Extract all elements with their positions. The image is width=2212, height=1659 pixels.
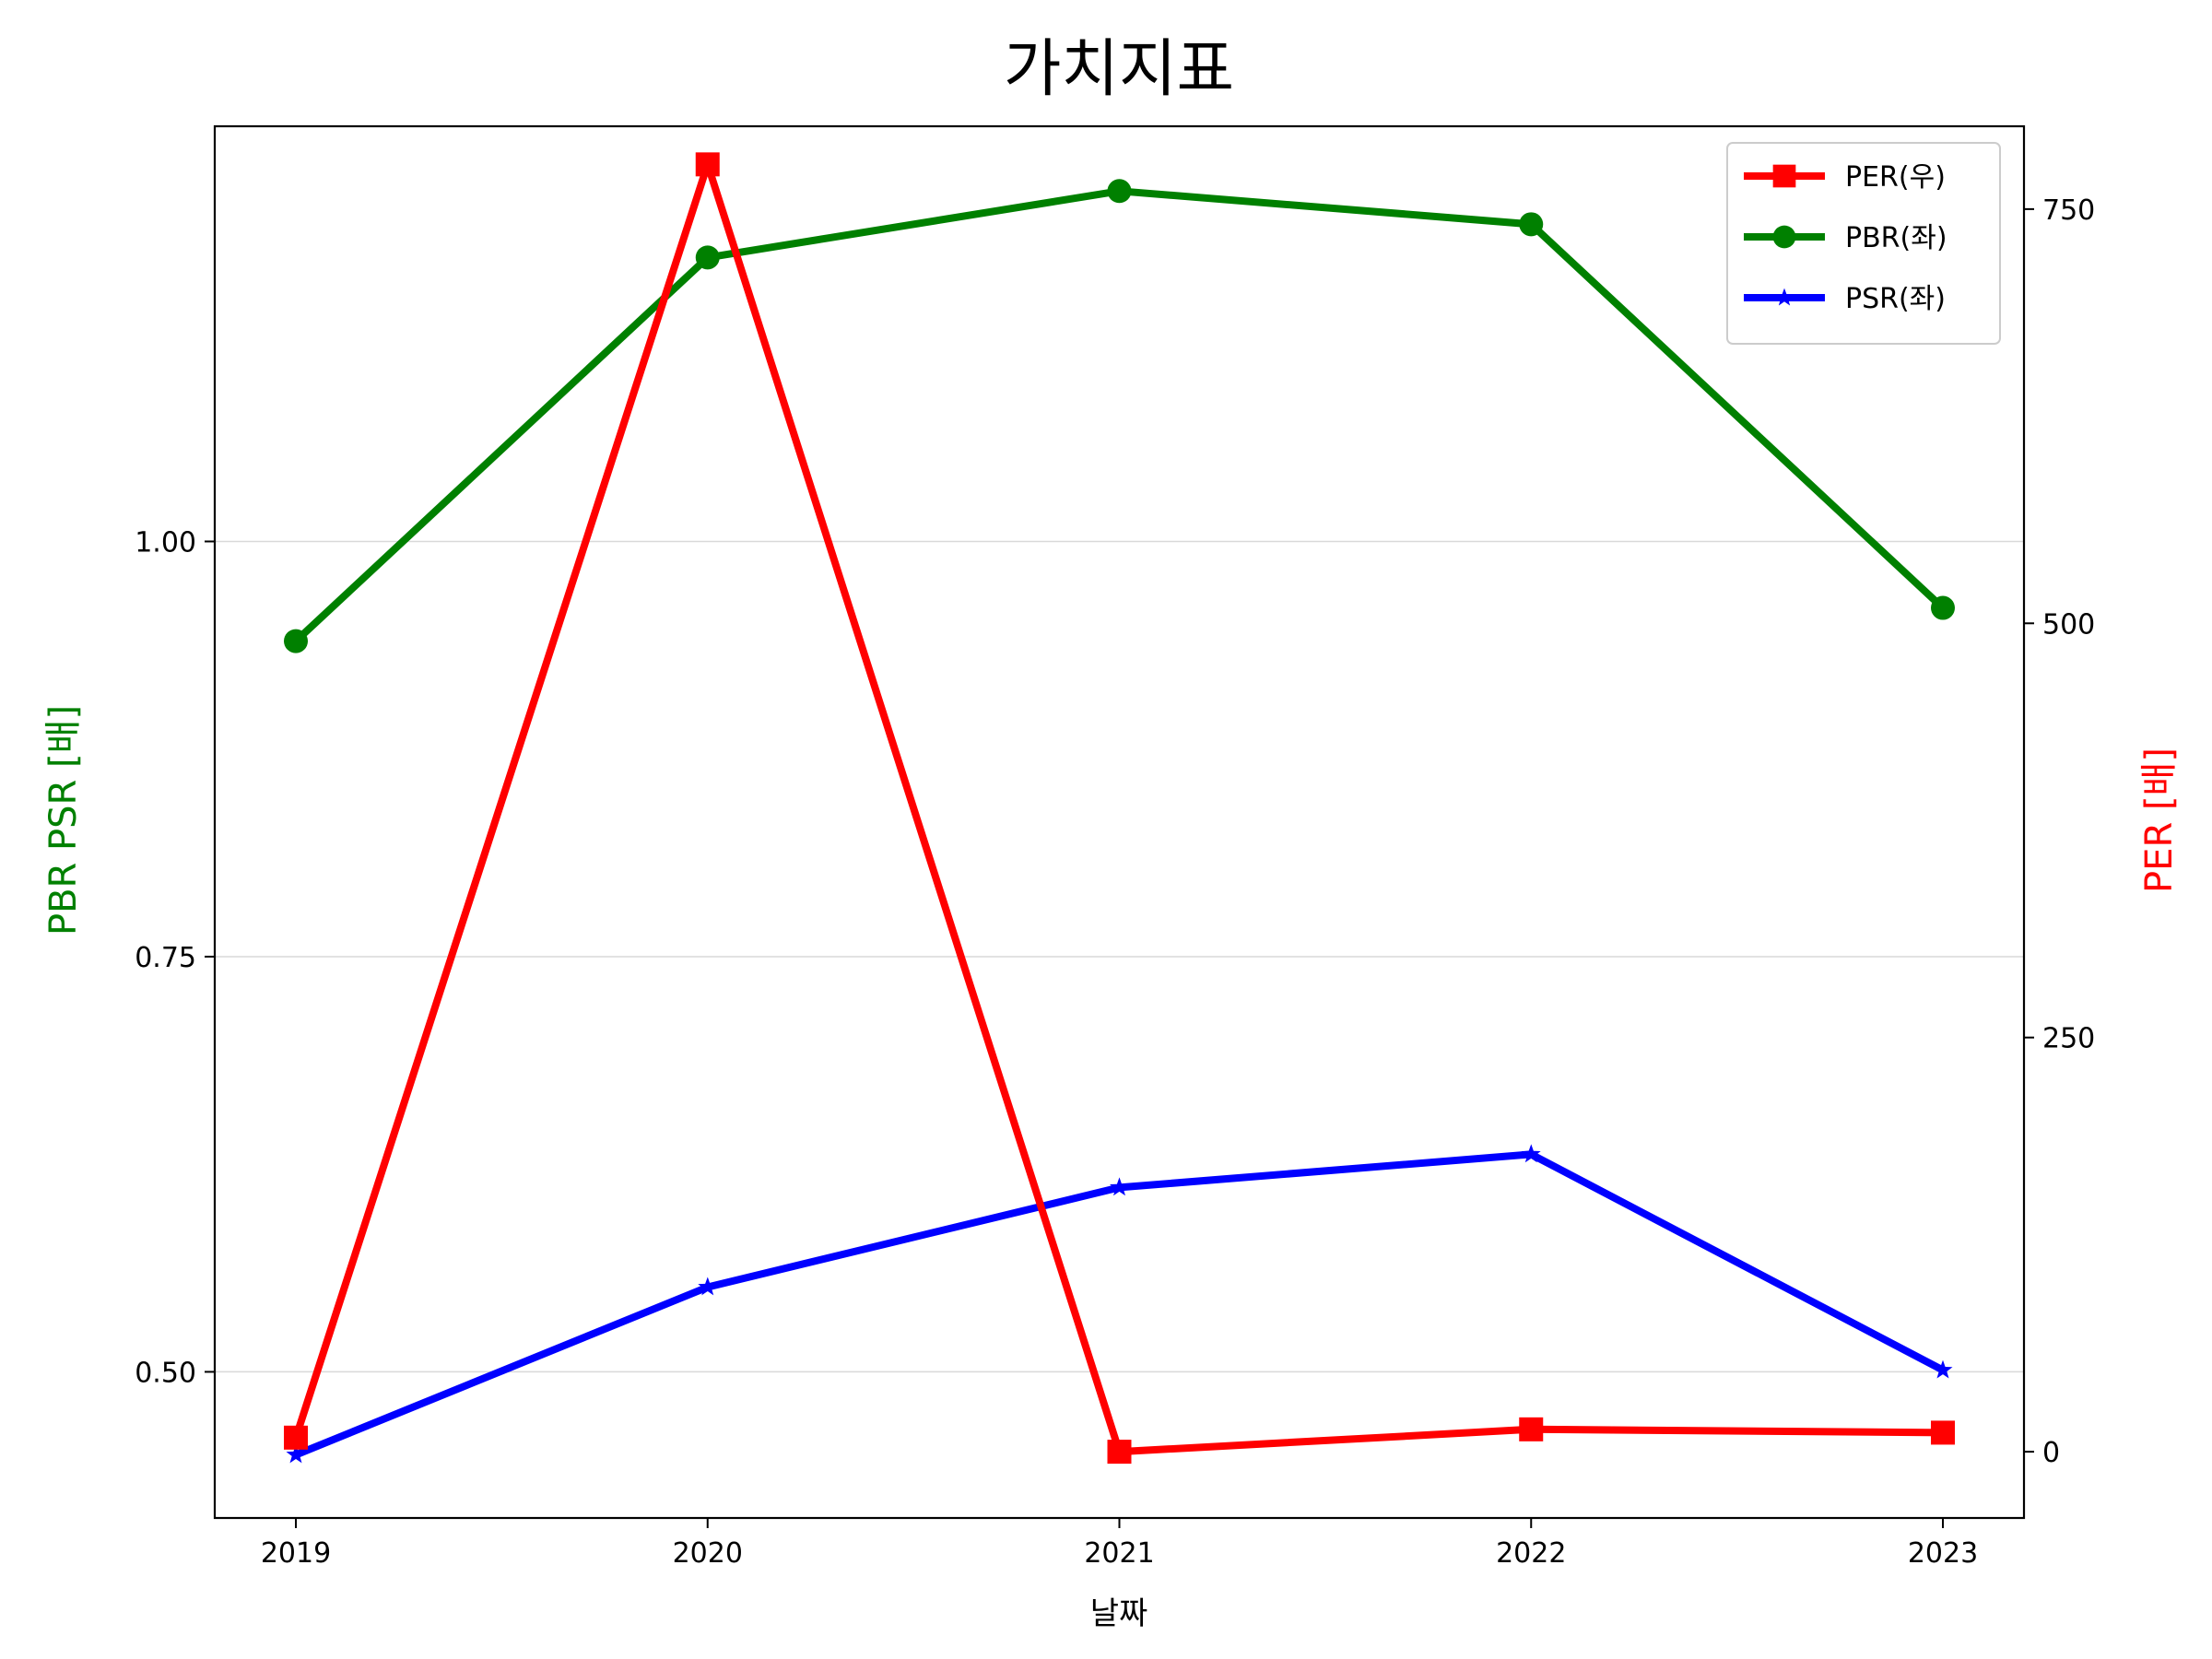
y-axis-left-label: PBR PSR [배] xyxy=(42,705,85,935)
y-axis-left: 0.50 0.75 1.00 xyxy=(135,526,215,1389)
data-point xyxy=(284,629,308,653)
data-point xyxy=(1521,1144,1541,1163)
x-tick-label: 2020 xyxy=(673,1537,743,1570)
data-point xyxy=(1519,1417,1544,1441)
x-tick-label: 2022 xyxy=(1496,1537,1566,1570)
series-PER(우) xyxy=(284,152,1955,1465)
x-axis-label: 날짜 xyxy=(1090,1595,1148,1632)
y-axis-right-label: PER [배] xyxy=(2138,747,2181,893)
legend-label: PSR(좌) xyxy=(1845,283,1946,315)
y-right-tick-label: 500 xyxy=(2042,608,2095,641)
data-point xyxy=(1933,1359,1953,1379)
legend: PER(우) PBR(좌) PSR(좌) xyxy=(1726,142,2001,345)
x-tick-label: 2019 xyxy=(261,1537,331,1570)
y-right-tick-label: 0 xyxy=(2042,1437,2060,1469)
series-PSR(좌) xyxy=(286,1144,1953,1464)
legend-marker xyxy=(1772,225,1796,249)
legend-label: PER(우) xyxy=(1845,161,1946,194)
y-right-tick-label: 750 xyxy=(2042,194,2095,227)
data-point xyxy=(1107,1440,1132,1465)
data-point xyxy=(1931,1420,1955,1445)
data-point xyxy=(284,1425,308,1450)
x-axis: 2019 2020 2021 2022 2023 xyxy=(261,1518,1978,1570)
series-PBR(좌) xyxy=(284,179,1955,653)
legend-label: PBR(좌) xyxy=(1845,222,1947,254)
data-point xyxy=(698,1277,718,1296)
legend-marker xyxy=(1772,164,1796,188)
x-tick-label: 2021 xyxy=(1084,1537,1154,1570)
legend-box xyxy=(1726,142,2001,345)
data-point xyxy=(286,1444,306,1464)
y-right-tick-label: 250 xyxy=(2042,1023,2095,1055)
y-left-tick-label: 0.50 xyxy=(135,1357,196,1389)
data-point xyxy=(1519,212,1544,237)
data-point xyxy=(1931,595,1955,620)
x-tick-label: 2023 xyxy=(1908,1537,1978,1570)
y-axis-right: 0 250 500 750 xyxy=(2024,194,2095,1469)
chart-title: 가치지표 xyxy=(1004,33,1234,106)
y-left-tick-label: 0.75 xyxy=(135,942,196,974)
series-layer xyxy=(284,152,1955,1465)
grid-lines xyxy=(215,540,2024,1373)
data-point xyxy=(1107,179,1132,204)
legend-marker xyxy=(1775,288,1794,306)
data-point xyxy=(1110,1177,1129,1196)
y-left-tick-label: 1.00 xyxy=(135,526,196,559)
data-point xyxy=(695,245,720,270)
data-point xyxy=(695,152,720,177)
